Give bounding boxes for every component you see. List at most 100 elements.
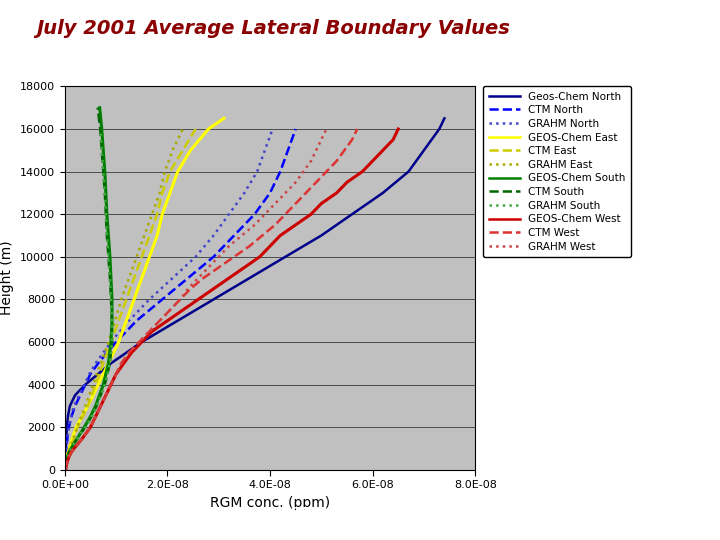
GRAHM South xyxy=(102,232,111,239)
Geos-Chem North xyxy=(71,392,79,399)
Geos-Chem North xyxy=(138,339,146,345)
GRAHM North xyxy=(91,360,100,367)
GEOS-Chem West xyxy=(67,449,76,456)
CTM West xyxy=(322,168,330,175)
GRAHM South xyxy=(61,462,70,469)
CTM West xyxy=(176,296,184,302)
CTM West xyxy=(107,381,115,388)
GRAHM West xyxy=(251,221,259,228)
GEOS-Chem West xyxy=(127,349,136,356)
GEOS-Chem South xyxy=(108,296,117,302)
GRAHM West xyxy=(65,454,73,460)
Geos-Chem North xyxy=(440,115,449,122)
GEOS-Chem West xyxy=(96,403,105,409)
GEOS-Chem West xyxy=(62,462,71,469)
CTM East xyxy=(70,435,78,441)
GEOS-Chem East xyxy=(68,435,77,441)
CTM South xyxy=(69,441,78,448)
GEOS-Chem West xyxy=(163,318,171,324)
Geos-Chem North xyxy=(317,232,325,239)
CTM East xyxy=(63,454,72,460)
GRAHM West xyxy=(307,158,315,164)
GEOS-Chem South xyxy=(101,168,109,175)
Geos-Chem North xyxy=(81,381,89,388)
CTM South xyxy=(81,424,89,430)
GEOS-Chem South xyxy=(62,458,71,464)
GEOS-Chem East xyxy=(174,168,182,175)
CTM West xyxy=(340,147,348,153)
CTM East xyxy=(145,232,154,239)
Text: RESEARCH & DEVELOPMENT: RESEARCH & DEVELOPMENT xyxy=(266,506,454,519)
Line: CTM East: CTM East xyxy=(66,129,196,470)
GRAHM South xyxy=(96,126,104,132)
GRAHM North xyxy=(67,413,76,420)
GEOS-Chem East xyxy=(94,381,102,388)
GEOS-Chem East xyxy=(61,467,70,473)
CTM East xyxy=(179,147,187,153)
GRAHM West xyxy=(194,275,202,281)
CTM South xyxy=(94,104,102,111)
GRAHM West xyxy=(261,211,269,218)
GEOS-Chem South xyxy=(97,126,106,132)
CTM North xyxy=(184,275,192,281)
CTM South xyxy=(99,168,107,175)
CTM North xyxy=(62,446,71,452)
GEOS-Chem West xyxy=(78,435,87,441)
CTM West xyxy=(145,328,154,335)
Geos-Chem North xyxy=(61,467,70,473)
CTM West xyxy=(215,264,223,271)
Geos-Chem North xyxy=(281,254,289,260)
Geos-Chem North xyxy=(420,147,428,153)
CTM West xyxy=(117,360,125,367)
CTM North xyxy=(284,147,292,153)
Line: Geos-Chem North: Geos-Chem North xyxy=(66,118,444,470)
Geos-Chem North xyxy=(348,211,356,218)
GRAHM North xyxy=(125,318,133,324)
CTM West xyxy=(135,339,143,345)
GRAHM North xyxy=(210,232,218,239)
GRAHM South xyxy=(108,318,117,324)
CTM North xyxy=(292,126,300,132)
CTM South xyxy=(65,449,73,456)
GEOS-Chem East xyxy=(138,275,146,281)
GEOS-Chem West xyxy=(292,221,300,228)
GRAHM South xyxy=(63,454,72,460)
CTM South xyxy=(107,296,115,302)
GRAHM South xyxy=(69,441,78,448)
Legend: Geos-Chem North, CTM North, GRAHM North, GEOS-Chem East, CTM East, GRAHM East, G: Geos-Chem North, CTM North, GRAHM North,… xyxy=(483,86,631,257)
CTM North xyxy=(67,413,76,420)
GRAHM North xyxy=(269,126,277,132)
GRAHM West xyxy=(166,307,174,313)
GRAHM West xyxy=(271,200,279,207)
GRAHM South xyxy=(106,360,114,367)
GRAHM South xyxy=(107,296,115,302)
CTM West xyxy=(156,318,164,324)
GRAHM South xyxy=(97,147,106,153)
GRAHM North xyxy=(253,168,261,175)
GEOS-Chem West xyxy=(63,458,72,464)
GEOS-Chem West xyxy=(317,200,325,207)
GEOS-Chem West xyxy=(379,147,387,153)
GRAHM East xyxy=(140,232,148,239)
CTM South xyxy=(101,381,109,388)
Line: CTM West: CTM West xyxy=(66,129,357,470)
GRAHM North xyxy=(192,254,200,260)
CTM North xyxy=(230,232,238,239)
Y-axis label: Height (m): Height (m) xyxy=(1,241,14,315)
GRAHM East xyxy=(62,458,71,464)
GRAHM East xyxy=(179,126,187,132)
GRAHM East xyxy=(168,147,177,153)
CTM West xyxy=(333,158,341,164)
CTM West xyxy=(258,232,266,239)
GRAHM East xyxy=(156,190,164,196)
GRAHM South xyxy=(101,381,109,388)
Geos-Chem North xyxy=(62,435,71,441)
CTM East xyxy=(122,296,131,302)
GEOS-Chem South xyxy=(102,190,110,196)
GRAHM North xyxy=(261,147,269,153)
GEOS-Chem West xyxy=(210,286,218,292)
CTM West xyxy=(91,413,100,420)
Line: GRAHM West: GRAHM West xyxy=(66,129,326,470)
GRAHM West xyxy=(67,449,76,456)
CTM West xyxy=(292,200,300,207)
